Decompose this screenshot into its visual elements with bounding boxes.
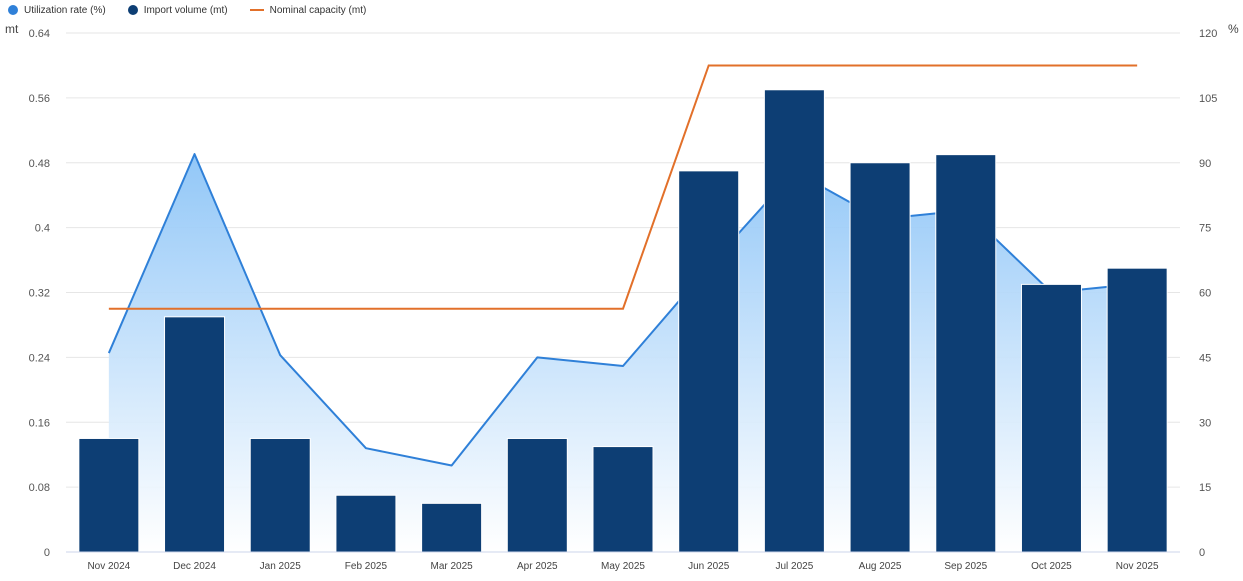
x-tick-label: Sep 2025 [944, 561, 987, 572]
y-right-tick-label: 105 [1199, 93, 1217, 105]
bar-import-volume [421, 502, 483, 553]
y-right-tick-label: 30 [1199, 417, 1211, 429]
y-left-tick-label: 0.48 [29, 158, 50, 170]
y-left-tick-label: 0.56 [29, 93, 50, 105]
legend-item-utilization[interactable]: Utilization rate (%) [8, 5, 106, 16]
chart-legend: Utilization rate (%) Import volume (mt) … [8, 2, 366, 18]
legend-label-utilization: Utilization rate (%) [24, 4, 106, 16]
y-left-tick-label: 0.16 [29, 417, 50, 429]
y-right-tick-label: 0 [1199, 547, 1205, 559]
x-tick-label: Apr 2025 [517, 561, 558, 572]
x-tick-label: Aug 2025 [859, 561, 902, 572]
legend-item-nominal-capacity[interactable]: Nominal capacity (mt) [249, 4, 367, 16]
y-left-unit-label: mt [5, 22, 19, 36]
legend-swatch-import-volume [127, 5, 138, 15]
bar-import-volume [935, 154, 997, 553]
x-tick-label: Nov 2024 [87, 561, 130, 572]
bar-import-volume [78, 437, 140, 553]
capacity-group [108, 64, 1138, 310]
bar-import-volume [763, 89, 825, 553]
bar-import-volume [1020, 283, 1082, 553]
capacity-line [108, 64, 1138, 310]
x-tick-label: Jun 2025 [688, 561, 730, 572]
y-left-tick-label: 0.08 [29, 482, 50, 494]
bars-group [78, 89, 1168, 553]
y-left-tick-label: 0.24 [29, 352, 50, 364]
legend-label-nominal-capacity: Nominal capacity (mt) [269, 4, 367, 16]
x-tick-label: Nov 2025 [1116, 561, 1159, 572]
x-tick-label: Dec 2024 [173, 561, 216, 572]
y-right-tick-label: 15 [1199, 482, 1211, 494]
y-right-tick-label: 90 [1199, 158, 1211, 170]
bar-import-volume [1106, 267, 1168, 553]
x-tick-label: May 2025 [601, 561, 645, 572]
legend-label-import-volume: Import volume (mt) [143, 4, 228, 16]
legend-swatch-utilization [8, 5, 18, 15]
bar-import-volume [506, 437, 568, 553]
legend-swatch-nominal-capacity [249, 9, 264, 11]
x-tick-label: Mar 2025 [430, 561, 473, 572]
y-left-tick-label: 0 [44, 547, 50, 559]
y-right-tick-label: 45 [1199, 352, 1211, 364]
bar-import-volume [249, 437, 311, 553]
bar-import-volume [335, 494, 397, 553]
y-left-tick-label: 0.4 [35, 223, 50, 235]
axes-group: 0 0 0.08 15 0.16 30 0.24 45 0.32 60 0.4 75 0.48 90 0.5… [5, 22, 1239, 572]
bar-import-volume [849, 162, 911, 553]
bar-import-volume [164, 316, 226, 553]
x-tick-label: Jul 2025 [775, 561, 813, 572]
y-right-tick-label: 120 [1199, 28, 1217, 40]
y-left-tick-label: 0.64 [29, 28, 50, 40]
x-tick-label: Jan 2025 [260, 561, 302, 572]
y-right-unit-label: % [1228, 22, 1239, 36]
y-left-tick-label: 0.32 [29, 288, 50, 300]
bar-import-volume [592, 446, 654, 553]
bar-import-volume [678, 170, 740, 553]
x-tick-label: Feb 2025 [345, 561, 388, 572]
y-right-tick-label: 75 [1199, 223, 1211, 235]
x-tick-label: Oct 2025 [1031, 561, 1072, 572]
y-right-tick-label: 60 [1199, 288, 1211, 300]
legend-item-import-volume[interactable]: Import volume (mt) [127, 4, 228, 16]
